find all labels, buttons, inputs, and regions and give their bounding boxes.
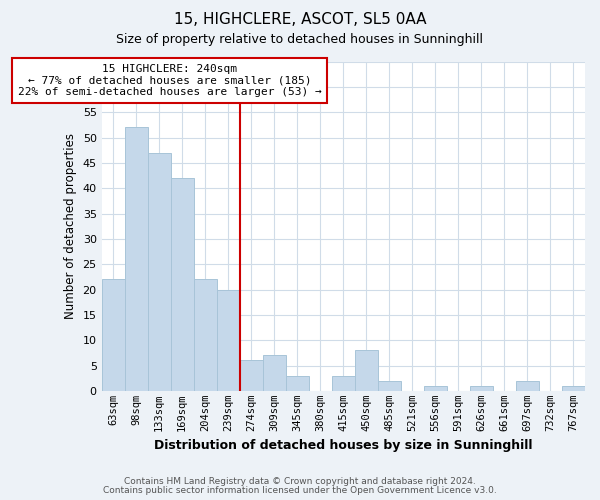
X-axis label: Distribution of detached houses by size in Sunninghill: Distribution of detached houses by size … xyxy=(154,440,533,452)
Y-axis label: Number of detached properties: Number of detached properties xyxy=(64,133,77,319)
Bar xyxy=(101,280,125,391)
Bar xyxy=(516,381,539,391)
Text: 15, HIGHCLERE, ASCOT, SL5 0AA: 15, HIGHCLERE, ASCOT, SL5 0AA xyxy=(174,12,426,28)
Bar xyxy=(562,386,585,391)
Bar xyxy=(470,386,493,391)
Bar xyxy=(424,386,447,391)
Bar xyxy=(263,356,286,391)
Text: Contains HM Land Registry data © Crown copyright and database right 2024.: Contains HM Land Registry data © Crown c… xyxy=(124,477,476,486)
Bar xyxy=(194,280,217,391)
Bar xyxy=(239,360,263,391)
Bar xyxy=(378,381,401,391)
Bar xyxy=(148,152,170,391)
Text: Contains public sector information licensed under the Open Government Licence v3: Contains public sector information licen… xyxy=(103,486,497,495)
Text: 15 HIGHCLERE: 240sqm
← 77% of detached houses are smaller (185)
22% of semi-deta: 15 HIGHCLERE: 240sqm ← 77% of detached h… xyxy=(17,64,322,97)
Bar xyxy=(217,290,239,391)
Bar xyxy=(286,376,309,391)
Bar xyxy=(355,350,378,391)
Bar xyxy=(170,178,194,391)
Bar xyxy=(332,376,355,391)
Bar xyxy=(125,128,148,391)
Text: Size of property relative to detached houses in Sunninghill: Size of property relative to detached ho… xyxy=(116,32,484,46)
